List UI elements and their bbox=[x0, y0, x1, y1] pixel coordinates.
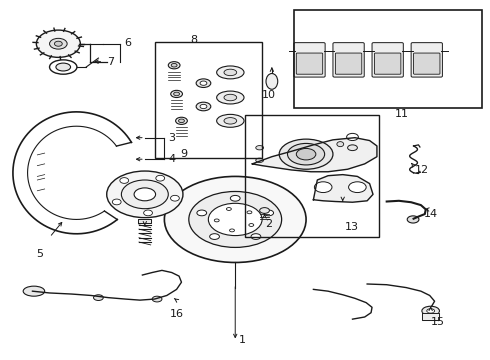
FancyBboxPatch shape bbox=[333, 42, 364, 77]
Ellipse shape bbox=[214, 219, 219, 222]
Ellipse shape bbox=[49, 60, 77, 74]
Ellipse shape bbox=[224, 94, 237, 101]
Polygon shape bbox=[139, 219, 151, 223]
Ellipse shape bbox=[315, 182, 332, 193]
Ellipse shape bbox=[422, 306, 440, 316]
Ellipse shape bbox=[164, 176, 306, 262]
Ellipse shape bbox=[279, 139, 333, 169]
Ellipse shape bbox=[112, 199, 121, 205]
Bar bbox=[245, 116, 379, 237]
Ellipse shape bbox=[288, 143, 325, 165]
Ellipse shape bbox=[266, 73, 278, 89]
Bar bbox=[294, 10, 482, 108]
Ellipse shape bbox=[156, 175, 165, 181]
Text: 10: 10 bbox=[262, 90, 275, 100]
Ellipse shape bbox=[251, 234, 261, 239]
Text: 13: 13 bbox=[344, 222, 359, 231]
FancyBboxPatch shape bbox=[296, 53, 323, 74]
Ellipse shape bbox=[200, 104, 207, 109]
Text: 1: 1 bbox=[239, 334, 246, 345]
Polygon shape bbox=[314, 175, 373, 202]
Ellipse shape bbox=[224, 69, 237, 76]
FancyBboxPatch shape bbox=[414, 53, 440, 74]
Ellipse shape bbox=[196, 79, 211, 87]
Ellipse shape bbox=[407, 216, 419, 223]
Ellipse shape bbox=[230, 195, 240, 201]
Ellipse shape bbox=[217, 91, 244, 104]
Ellipse shape bbox=[49, 39, 67, 49]
Text: 6: 6 bbox=[124, 38, 131, 48]
Ellipse shape bbox=[229, 229, 234, 232]
FancyBboxPatch shape bbox=[374, 53, 401, 74]
Ellipse shape bbox=[210, 234, 220, 239]
Ellipse shape bbox=[173, 92, 179, 96]
Ellipse shape bbox=[256, 145, 264, 150]
Ellipse shape bbox=[171, 90, 182, 98]
Ellipse shape bbox=[208, 203, 262, 235]
Ellipse shape bbox=[247, 211, 252, 214]
Polygon shape bbox=[252, 138, 377, 172]
Text: 16: 16 bbox=[170, 310, 184, 319]
Ellipse shape bbox=[217, 114, 244, 127]
Ellipse shape bbox=[120, 177, 129, 183]
Ellipse shape bbox=[54, 41, 62, 46]
Ellipse shape bbox=[217, 66, 244, 79]
Ellipse shape bbox=[200, 81, 207, 85]
Ellipse shape bbox=[178, 119, 184, 123]
Text: 8: 8 bbox=[190, 35, 197, 45]
Ellipse shape bbox=[264, 210, 273, 216]
Ellipse shape bbox=[23, 286, 45, 296]
Bar bbox=[155, 42, 262, 158]
Ellipse shape bbox=[224, 118, 237, 124]
Text: 2: 2 bbox=[265, 220, 272, 229]
Ellipse shape bbox=[260, 208, 270, 213]
Text: 9: 9 bbox=[180, 149, 188, 159]
FancyBboxPatch shape bbox=[335, 53, 362, 74]
Ellipse shape bbox=[197, 210, 207, 216]
Text: 3: 3 bbox=[168, 133, 175, 143]
Polygon shape bbox=[422, 313, 440, 320]
FancyBboxPatch shape bbox=[294, 42, 325, 77]
Ellipse shape bbox=[196, 102, 211, 111]
Ellipse shape bbox=[427, 309, 435, 313]
Ellipse shape bbox=[249, 224, 254, 226]
Ellipse shape bbox=[256, 158, 264, 162]
Ellipse shape bbox=[144, 210, 152, 216]
FancyBboxPatch shape bbox=[411, 42, 442, 77]
Text: 12: 12 bbox=[415, 165, 429, 175]
Ellipse shape bbox=[346, 134, 358, 140]
Ellipse shape bbox=[348, 182, 366, 193]
Ellipse shape bbox=[36, 30, 80, 57]
Text: 14: 14 bbox=[424, 209, 438, 219]
Ellipse shape bbox=[56, 63, 71, 71]
FancyBboxPatch shape bbox=[372, 42, 403, 77]
Ellipse shape bbox=[347, 145, 357, 150]
Text: 7: 7 bbox=[107, 57, 114, 67]
Ellipse shape bbox=[134, 188, 156, 201]
Ellipse shape bbox=[226, 208, 231, 211]
Ellipse shape bbox=[122, 180, 168, 209]
Ellipse shape bbox=[152, 296, 162, 302]
Text: 11: 11 bbox=[394, 109, 408, 119]
Ellipse shape bbox=[175, 117, 187, 125]
Text: 5: 5 bbox=[36, 248, 43, 258]
Ellipse shape bbox=[337, 141, 343, 147]
Ellipse shape bbox=[189, 192, 282, 247]
Ellipse shape bbox=[296, 148, 316, 160]
Ellipse shape bbox=[171, 195, 179, 201]
Text: 4: 4 bbox=[168, 154, 175, 164]
Text: 15: 15 bbox=[431, 317, 445, 327]
Ellipse shape bbox=[168, 62, 180, 69]
Ellipse shape bbox=[107, 171, 183, 218]
Ellipse shape bbox=[171, 63, 177, 67]
Ellipse shape bbox=[94, 295, 103, 301]
